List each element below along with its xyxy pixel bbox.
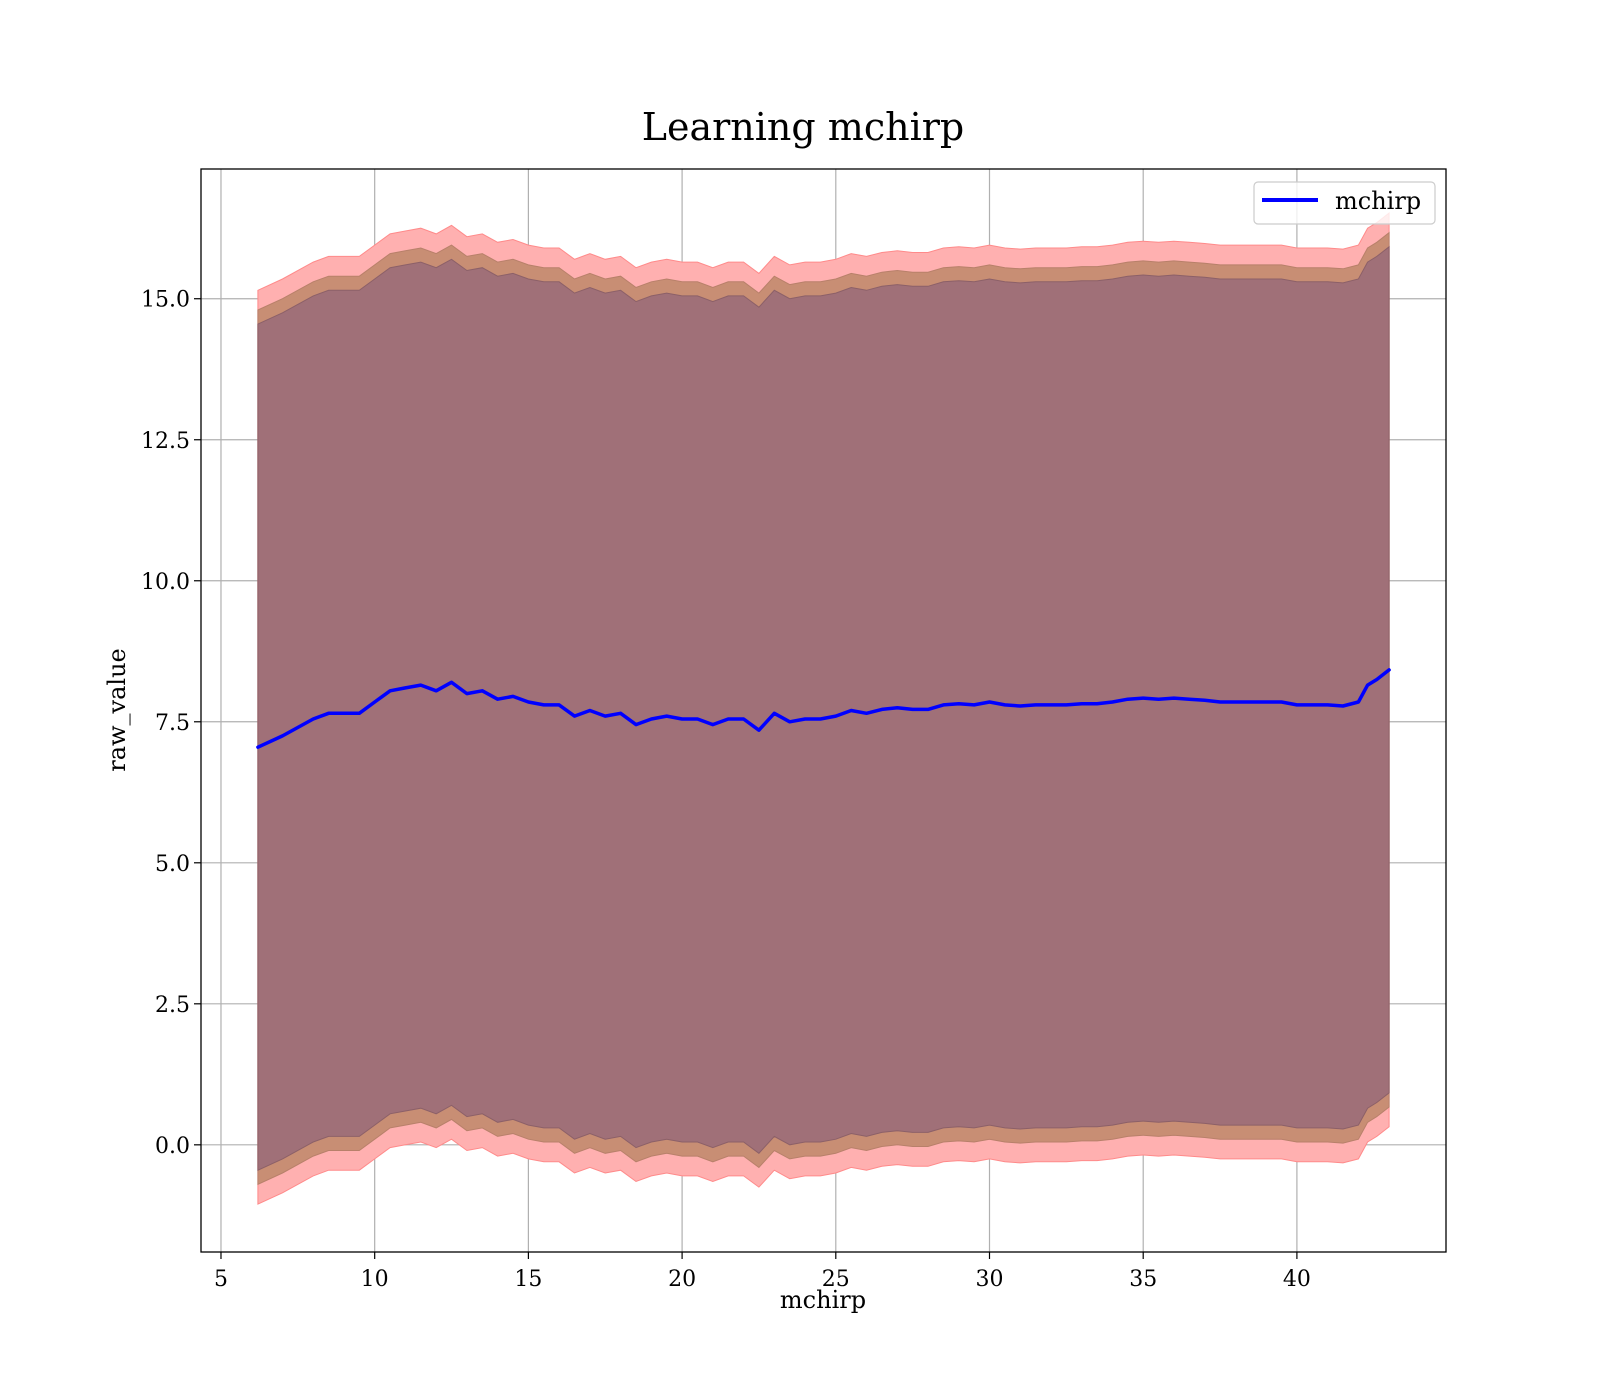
y-tick-label: 0.0 (155, 1134, 190, 1159)
axis-ticks: 5 10 15 20 25 30 35 40 0.0 2.5 5.0 7.5 10.0 12.5 15.0 (141, 288, 1311, 1292)
y-tick-label: 12.5 (141, 429, 190, 454)
y-tick-label: 5.0 (155, 852, 190, 877)
legend-box (1253, 181, 1436, 225)
x-tick-label: 10 (361, 1267, 389, 1292)
chart-title: Learning mchirp (642, 105, 964, 149)
x-tick-label: 25 (822, 1267, 850, 1292)
x-tick-label: 40 (1283, 1267, 1311, 1292)
series-line-mchirp (256, 668, 1391, 749)
x-axis-label: mchirp (780, 1286, 866, 1314)
legend-entry-mchirp: mchirp (1335, 187, 1421, 215)
y-axis-label: raw_value (103, 648, 131, 772)
x-tick-label: 5 (214, 1267, 228, 1292)
x-tick-label: 15 (514, 1267, 542, 1292)
x-tick-label: 35 (1129, 1267, 1157, 1292)
y-tick-label: 7.5 (155, 711, 190, 736)
band-inner (257, 245, 1390, 1171)
y-tick-label: 10.0 (141, 570, 190, 595)
plot-area-frame (200, 168, 1447, 1253)
series-lines (256, 668, 1391, 749)
x-tick-label: 30 (976, 1267, 1004, 1292)
confidence-bands (257, 211, 1390, 1205)
x-tick-label: 20 (668, 1267, 696, 1292)
legend: mchirp (1253, 181, 1436, 225)
y-tick-label: 15.0 (141, 288, 190, 313)
y-tick-label: 2.5 (155, 993, 190, 1018)
